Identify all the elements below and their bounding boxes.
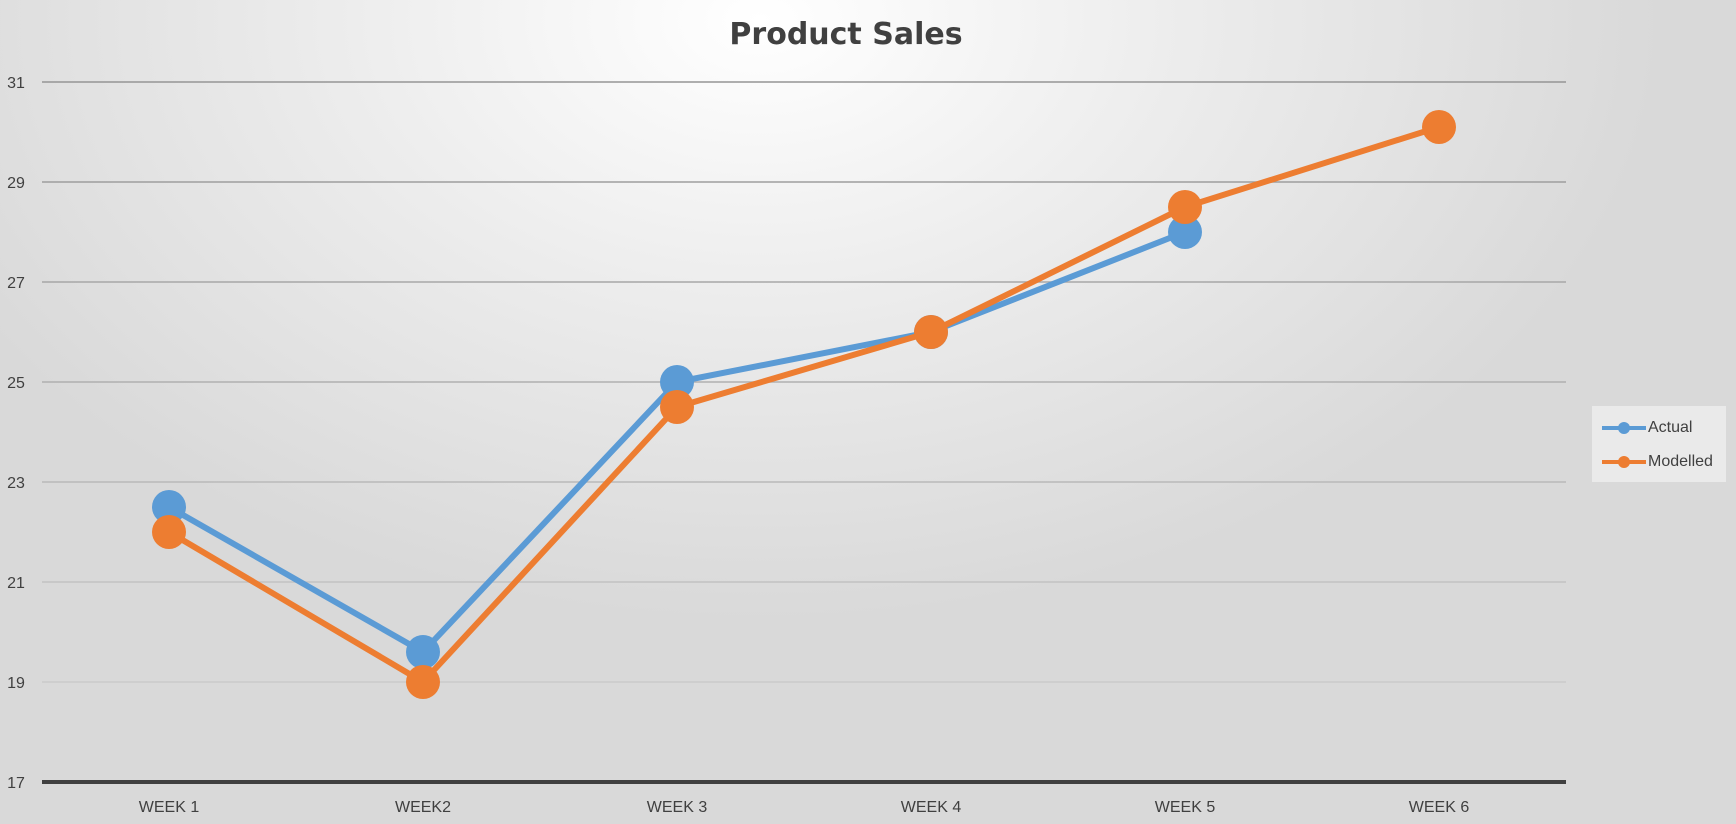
chart-title: Product Sales xyxy=(729,17,962,52)
y-tick-label: 21 xyxy=(7,575,25,592)
y-tick-label: 25 xyxy=(7,375,25,392)
series-line-actual xyxy=(167,229,1187,655)
data-point-modelled xyxy=(1422,110,1456,144)
x-tick-label: WEEK 6 xyxy=(1409,799,1470,816)
data-point-actual xyxy=(406,635,440,669)
x-tick-label: WEEK 3 xyxy=(647,799,708,816)
axes: 17 19 21 23 25 27 29 31 WEEK 1 WEEK2 WEEK 3 WEEK 4 W… xyxy=(7,75,1566,816)
x-tick-label: WEEK 1 xyxy=(139,799,200,816)
legend-swatch-actual xyxy=(1602,416,1646,440)
data-point-modelled xyxy=(152,515,186,549)
series xyxy=(152,110,1456,699)
y-tick-label: 23 xyxy=(7,475,25,492)
data-point-actual xyxy=(660,365,694,399)
legend-label-actual: Actual xyxy=(1648,419,1693,436)
y-tick-label: 17 xyxy=(7,775,25,792)
y-tick-label: 27 xyxy=(7,275,25,292)
data-point-modelled xyxy=(1168,190,1202,224)
legend: Actual Modelled xyxy=(1592,406,1726,482)
legend-swatch-modelled xyxy=(1602,450,1646,474)
data-point-modelled xyxy=(406,665,440,699)
data-point-actual xyxy=(152,490,186,524)
series-line-modelled xyxy=(167,124,1440,685)
legend-item-modelled: Modelled xyxy=(1602,450,1713,474)
x-tick-label: WEEK 5 xyxy=(1155,799,1216,816)
data-point-modelled xyxy=(660,390,694,424)
data-point-actual xyxy=(1168,215,1202,249)
data-point-modelled xyxy=(914,315,948,349)
x-tick-label: WEEK 4 xyxy=(901,799,962,816)
legend-item-actual: Actual xyxy=(1602,416,1692,440)
y-tick-label: 31 xyxy=(7,75,25,92)
legend-label-modelled: Modelled xyxy=(1648,453,1713,470)
y-tick-label: 19 xyxy=(7,675,25,692)
y-tick-label: 29 xyxy=(7,175,25,192)
x-tick-label: WEEK2 xyxy=(395,799,451,816)
